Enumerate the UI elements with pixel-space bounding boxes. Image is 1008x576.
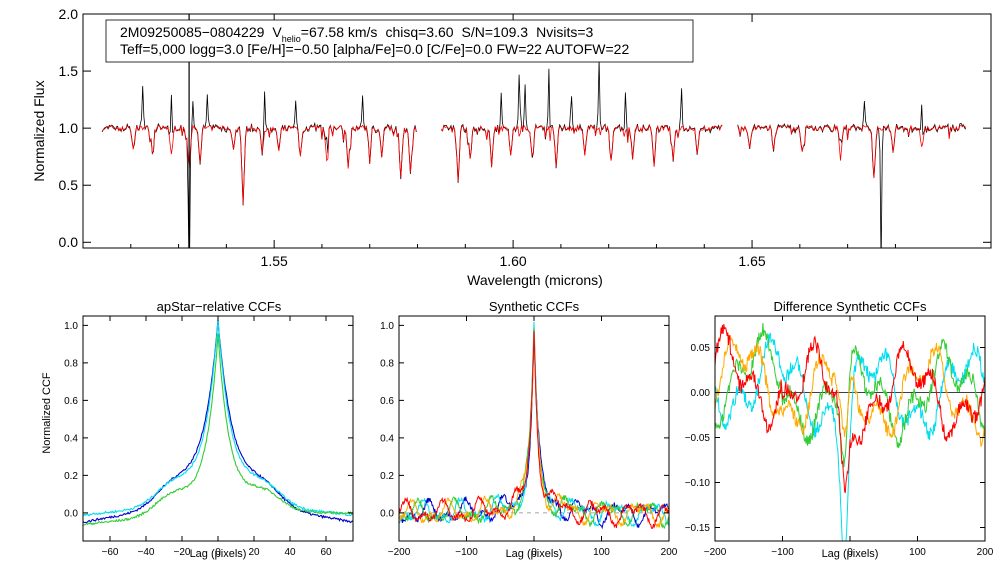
x-tick-label: −20 (174, 547, 191, 558)
x-tick-label: 0 (215, 547, 221, 558)
apstar-ccf-panel: apStar−relative CCFs −60 −40 −20 0 20 40 60 0.0… (41, 299, 354, 560)
ccf-series-line (399, 330, 669, 530)
ccf-series-line (399, 330, 669, 530)
ccf-series-line (399, 321, 669, 528)
difference-ccf-ticks: −200 −100 0 100 200 −0.15 −0.10 −0.05 0.00 0.05 (685, 316, 994, 558)
y-tick-label: 1.0 (380, 321, 394, 332)
x-tick-label: −100 (771, 547, 794, 558)
y-tick-label: 0.4 (380, 433, 394, 444)
ccf-difference-line (715, 324, 985, 494)
y-tick-label: −0.15 (685, 523, 711, 534)
x-tick-label: 40 (284, 547, 296, 558)
legend-line-1: 2M09250085−0804229 Vhelio=67.58 km/s chisq… (120, 24, 594, 44)
y-tick-label: 0.05 (691, 343, 711, 354)
y-tick-label: 0.8 (64, 358, 78, 369)
observed-spectrum-line (101, 59, 967, 248)
apstar-ccf-axes-frame (82, 315, 354, 542)
x-tick-label: 1.65 (738, 253, 765, 269)
y-tick-label: 0.0 (64, 508, 78, 519)
model-spectrum-line (101, 124, 967, 204)
y-tick-label: 0.0 (380, 508, 394, 519)
y-tick-label: 0.4 (64, 433, 78, 444)
y-tick-label: 2.0 (59, 6, 79, 22)
ccf-series-line (83, 333, 353, 526)
y-tick-label: 0.0 (59, 234, 79, 250)
x-tick-label: 60 (320, 547, 332, 558)
spectrum-legend-box (105, 19, 694, 63)
x-tick-label: 1.55 (261, 253, 288, 269)
y-tick-label: 0.5 (59, 177, 79, 193)
y-tick-label: 0.6 (64, 396, 78, 407)
synthetic-ccf-lines (399, 321, 669, 530)
legend-line-2: Teff=5,000 logg=3.0 [Fe/H]=−0.50 [alpha/… (120, 41, 629, 57)
y-tick-label: 0.8 (380, 358, 394, 369)
x-tick-label: −200 (388, 547, 411, 558)
legend-vhelio-label: V (272, 24, 282, 40)
x-tick-label: 1.60 (499, 253, 526, 269)
y-tick-label: 0.00 (691, 388, 711, 399)
x-tick-label: 200 (977, 547, 994, 558)
legend-nvisits: Nvisits=3 (536, 24, 593, 40)
synthetic-ccf-title: Synthetic CCFs (489, 299, 580, 314)
difference-ccf-x-label: Lag (pixels) (822, 548, 879, 560)
legend-vhelio-value: =67.58 km/s (301, 24, 378, 40)
spectrum-x-label: Wavelength (microns) (467, 272, 603, 288)
ccf-series-line (399, 327, 669, 530)
spectrum-y-label: Normalized Flux (31, 80, 47, 181)
spectrum-axes-frame (82, 13, 992, 249)
synthetic-ccf-ticks: −200 −100 0 100 200 0.0 0.2 0.4 0.6 0.8 1.0 (380, 316, 678, 558)
legend-star-id: 2M09250085−0804229 (120, 24, 265, 40)
difference-ccf-panel: Difference Synthetic CCFs −200 −100 0 100 20… (685, 299, 994, 560)
x-tick-label: 0 (847, 547, 853, 558)
y-tick-label: 1.0 (64, 321, 78, 332)
y-tick-label: −0.05 (685, 433, 711, 444)
y-tick-label: 1.0 (59, 120, 79, 136)
difference-ccf-lines (715, 322, 985, 541)
synthetic-ccf-x-label: Lag (pixels) (506, 548, 563, 560)
y-tick-label: 0.2 (380, 471, 394, 482)
difference-ccf-title: Difference Synthetic CCFs (774, 299, 927, 314)
x-tick-label: −40 (138, 547, 155, 558)
x-tick-label: 0 (531, 547, 537, 558)
y-tick-label: 0.2 (64, 471, 78, 482)
x-tick-label: 100 (593, 547, 610, 558)
ccf-difference-line (715, 334, 985, 448)
ccf-series-line (83, 319, 353, 524)
legend-chisq: chisq=3.60 (385, 24, 453, 40)
spectrum-panel: 1.55 1.60 1.65 0.0 0.5 1.0 1.5 2.0 2M09250085−0… (31, 6, 992, 288)
x-tick-label: 100 (909, 547, 926, 558)
apstar-ccf-x-label: Lag (pixels) (190, 548, 247, 560)
x-tick-label: 20 (248, 547, 260, 558)
apstar-ccf-y-label: Normalized CCF (41, 372, 53, 454)
synthetic-ccf-panel: Synthetic CCFs −200 −100 0 100 200 0.0 0.2 0.4 0… (380, 299, 678, 560)
x-tick-label: −60 (102, 547, 119, 558)
ccf-series-line (399, 333, 669, 529)
x-tick-label: −100 (455, 547, 478, 558)
legend-vhelio-sub: helio (282, 34, 301, 44)
apstar-ccf-lines (83, 319, 353, 526)
apstar-ccf-title: apStar−relative CCFs (157, 299, 282, 314)
x-tick-label: −200 (704, 547, 727, 558)
ccf-series-line (83, 320, 353, 517)
y-tick-label: 1.5 (59, 63, 79, 79)
y-tick-label: 0.6 (380, 396, 394, 407)
y-tick-label: −0.10 (685, 478, 711, 489)
legend-sn: S/N=109.3 (462, 24, 529, 40)
x-tick-label: 200 (661, 547, 678, 558)
spectrum-ticks: 1.55 1.60 1.65 0.0 0.5 1.0 1.5 2.0 (59, 6, 991, 269)
apstar-ccf-ticks: −60 −40 −20 0 20 40 60 0.0 0.2 0.4 0.6 0.8 1.0 (64, 316, 353, 558)
